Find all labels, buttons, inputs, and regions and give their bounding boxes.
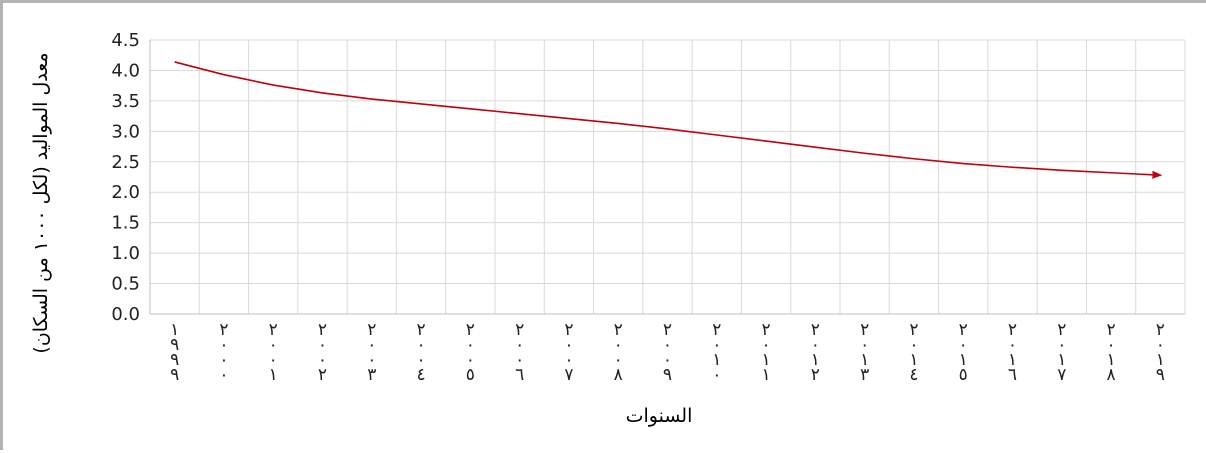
birth-rate-series-line — [174, 61, 1163, 179]
grid — [150, 39, 1186, 314]
axes — [149, 40, 1185, 315]
series-layer — [174, 61, 1163, 179]
y-tick-label: 0.0 — [111, 304, 140, 325]
y-tick-label: 4.0 — [111, 60, 140, 81]
y-tick-label: 3.5 — [111, 91, 140, 112]
y-tick-label: 1.5 — [111, 213, 140, 234]
y-tick-label: 1.0 — [111, 243, 140, 264]
x-axis-title: السنوات — [626, 405, 693, 427]
y-tick-label: 3.0 — [111, 121, 140, 142]
y-axis-title: معدل المواليد (لكل ١٠٠٠ من السكان) — [30, 52, 52, 353]
y-tick-label: 4.5 — [111, 30, 140, 51]
x-tick-labels: ١ ٩ ٩ ٩ ٢ ٠ ٠ ٠ ٢ ٠ ٠ ١ ٢ ٠ ٠ ٢ ٢ ٠ ٠ ٣ ٢ ٠ ٠ ٤ ٢ ٠ ٠ ٥ ٢ ٠ ٠ ٦ ٢ ٠ ٠ ٧ ٢ ٠ ٠ ٨… — [170, 320, 1165, 385]
y-tick-label: 2.0 — [111, 182, 140, 203]
y-tick-label: 2.5 — [111, 152, 140, 173]
y-tick-labels: 0.0 0.5 1.0 1.5 2.0 2.5 3.0 3.5 4.0 4.5 — [111, 30, 140, 325]
y-tick-label: 0.5 — [111, 274, 140, 295]
birth-rate-line-chart: 0.0 0.5 1.0 1.5 2.0 2.5 3.0 3.5 4.0 4.5 ١ ٩ ٩ ٩ ٢ ٠ ٠ ٠ ٢… — [30, 30, 1186, 427]
